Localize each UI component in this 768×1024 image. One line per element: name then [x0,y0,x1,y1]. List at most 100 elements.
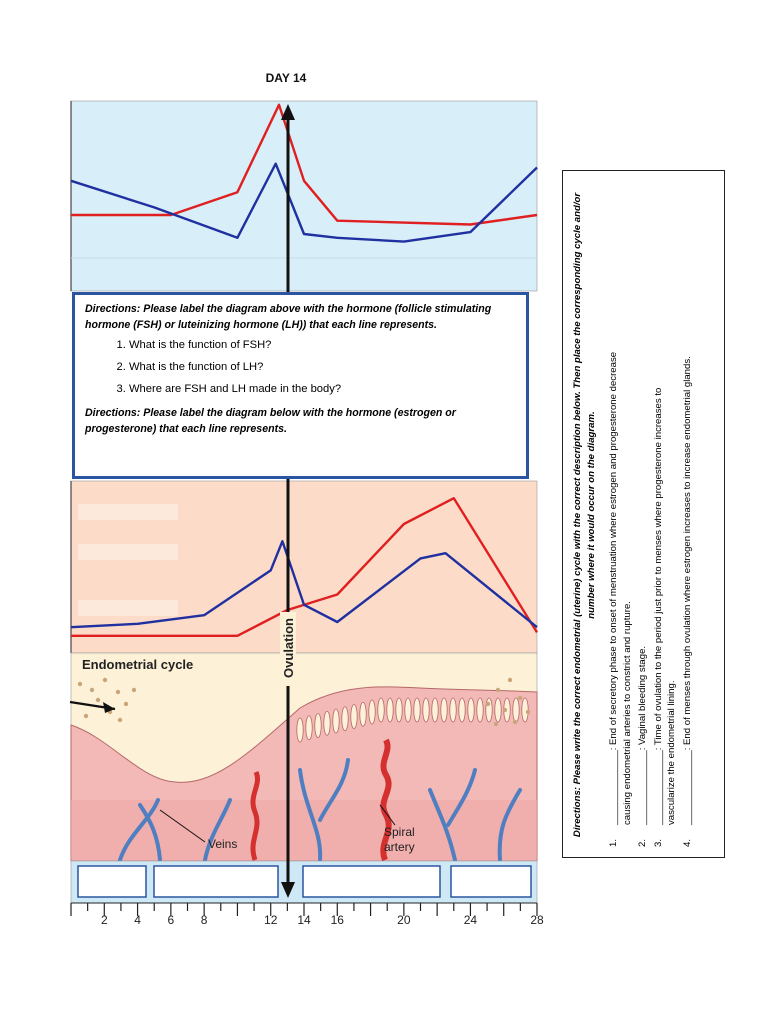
vein [118,798,160,862]
phase-box-4[interactable] [450,865,532,898]
item-text: : End of secretory phase to onset of men… [608,351,619,751]
item-number: 1. [608,838,619,847]
gland [386,697,394,723]
label-blank-2 [78,544,178,560]
item-number: 3. [652,838,664,847]
label-blank-3 [78,600,178,616]
phase-box-1[interactable] [77,865,147,898]
description-item-1: 1. ______________: End of secretory phase… [607,183,634,847]
gland [440,697,448,723]
debris-dot [525,709,531,715]
debris-dot [77,681,83,687]
question-item: Where are FSH and LH made in the body? [129,383,516,395]
gland [413,697,421,723]
description-item-3: 3. ______________: Time of ovulation to t… [652,183,679,847]
gland [485,697,493,723]
gland [323,710,331,736]
vein [298,758,350,862]
endometrial-directions-panel: Directions: Please write the correct end… [562,170,725,858]
question-list: What is the function of FSH? What is the… [85,339,516,395]
debris-dot [495,687,501,693]
veins-label: Veins [208,837,237,851]
gland [494,697,502,723]
spiral-label-1: Spiral [384,825,415,839]
day-tick-label: 6 [168,913,175,927]
phase-box-3[interactable] [302,865,441,898]
answer-blank[interactable]: ______________ [652,750,664,825]
debris-dot [493,721,499,727]
ovulation-arrow-top [281,104,295,120]
debris-dot [507,677,513,683]
day-tick-label: 4 [134,913,141,927]
day-tick-label: 28 [530,913,544,927]
debris-dot [517,695,523,701]
item-text-cont: causing endometrial arteries to constric… [621,601,633,825]
item-text-cont: vascularize the endometrial lining. [666,680,677,825]
vein [203,798,232,862]
debris-dot [502,707,508,713]
blood-vessels [118,758,522,862]
gland [296,717,304,743]
debris-dot [512,719,518,725]
gland [467,697,475,723]
gland [458,697,466,723]
ovarian-lines [70,497,539,637]
day-ticks: 2 4 6 8 12 14 16 20 24 28 [70,903,544,927]
day-tick-label: 12 [264,913,278,927]
debris-dot [115,689,121,695]
debris-dot [123,701,129,707]
ovarian-lines-series-1 [71,497,539,637]
gland [368,699,376,725]
gland [476,697,484,723]
gland [305,715,313,741]
gland [404,697,412,723]
vein [138,803,162,862]
directions-fsh-lh: Directions: Please label the diagram abo… [85,303,492,331]
phase-box-2[interactable] [153,865,279,898]
spiral-artery-center [380,738,392,862]
arrow-head [103,702,115,713]
answer-blank[interactable]: ______________ [681,750,693,825]
ovulation-label-bg [280,612,296,686]
hormone-lines [70,103,538,243]
debris-dot [102,677,108,683]
basal-layer [71,800,537,861]
day-tick-label: 8 [201,913,208,927]
question-item: What is the function of LH? [129,361,516,373]
label-blank-1 [78,504,178,520]
side-directions: Directions: Please write the correct end… [572,192,597,838]
answer-blank[interactable]: ______________ [608,750,619,825]
gland [377,697,385,723]
gland [359,701,367,727]
spiral-artery-left [250,770,260,861]
gland [350,704,358,729]
day-tick-label: 16 [331,913,345,927]
debris-dot [89,687,95,693]
debris-dot [131,687,137,693]
ovulation-arrow-bottom [281,882,295,898]
gland [341,706,349,732]
directions-box: Directions: Please label the diagram abo… [72,292,529,479]
gland [449,697,457,723]
gland [332,708,340,734]
description-item-2: 2. ______________: Vaginal bleeding stage… [636,183,650,847]
item-text: : Time of ovulation to the period just p… [652,387,664,751]
ovarian-lines-series-2 [70,540,538,629]
gland [395,697,403,723]
endometrial-glands [296,697,529,743]
vein [497,788,522,862]
debris-dot [117,717,123,723]
menstrual-debris [77,677,531,727]
directions-estrogen-progesterone: Directions: Please label the diagram bel… [85,407,456,435]
endometrial-title: Endometrial cycle [82,657,193,672]
spiral-label-2: artery [384,840,415,854]
hormone-lines-series-2 [70,162,538,243]
item-number: 4. [681,838,693,847]
description-item-4: 4. ______________: End of menses through … [681,183,695,847]
day-tick-label: 2 [101,913,108,927]
side-panel-content: Directions: Please write the correct end… [563,171,724,857]
item-number: 2. [637,838,648,847]
answer-blank[interactable]: ______________ [637,750,648,825]
ovulation-label: Ovulation [281,618,296,678]
